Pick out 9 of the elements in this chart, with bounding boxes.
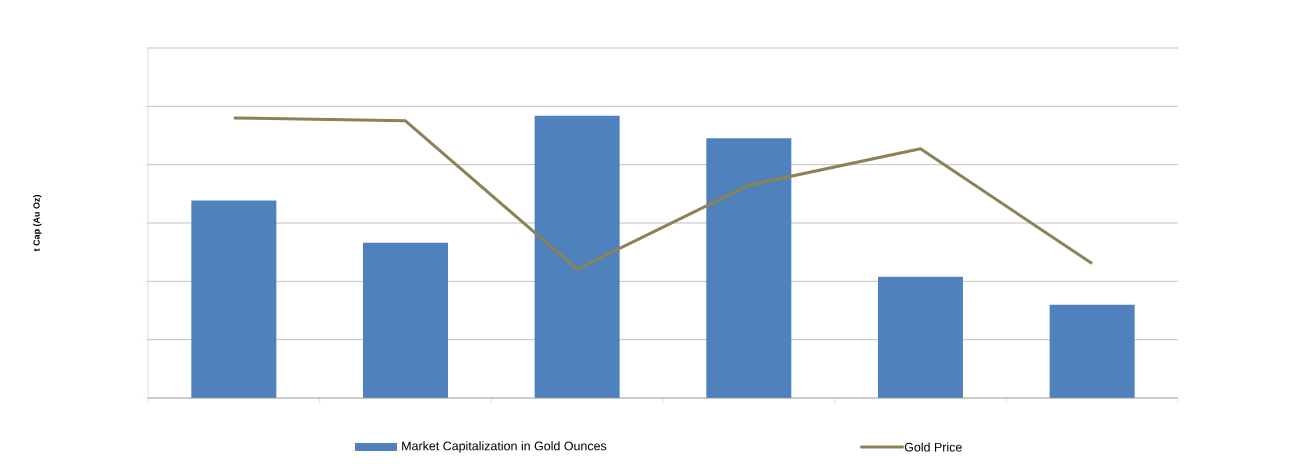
bar: [534, 115, 620, 398]
bar: [1049, 304, 1135, 398]
legend-label: Market Capitalization in Gold Ounces: [402, 441, 607, 453]
bar: [706, 138, 792, 398]
bar: [362, 242, 448, 398]
legend-label: Gold Price: [904, 442, 962, 452]
y-axis-title: t Cap (Au Oz): [33, 195, 42, 252]
bar: [191, 200, 277, 398]
bar: [877, 276, 963, 398]
